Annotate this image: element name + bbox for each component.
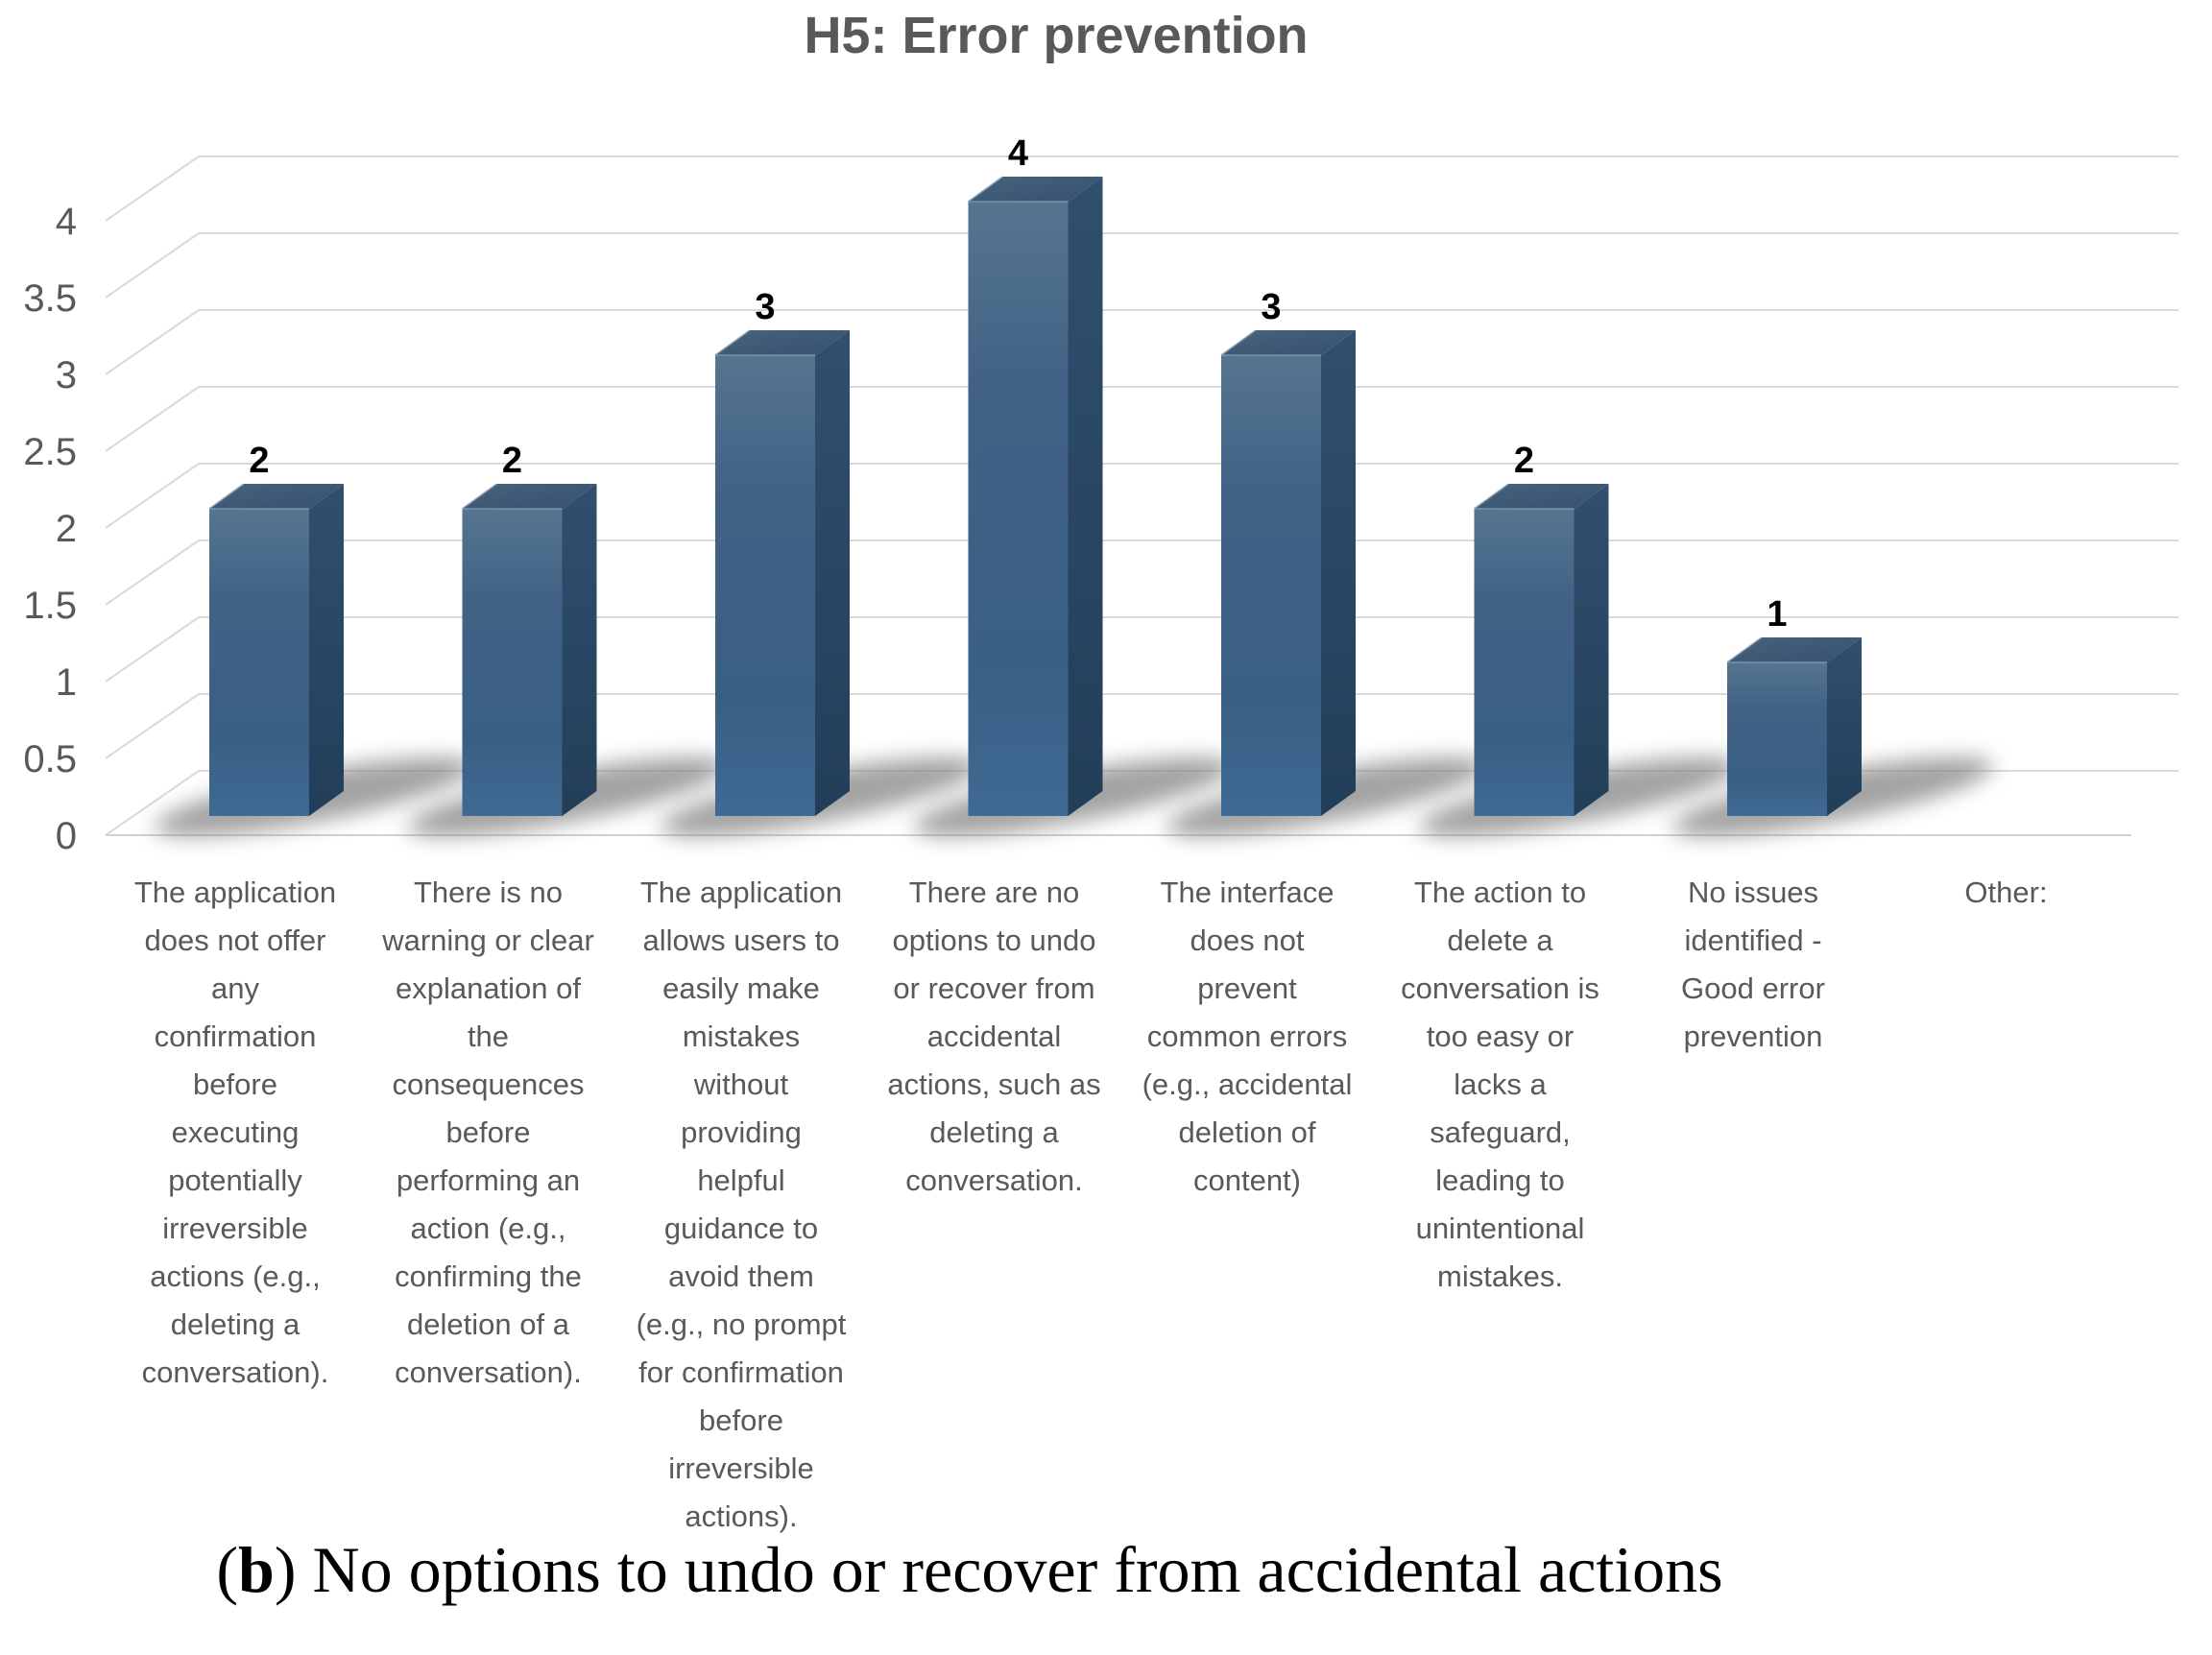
y-tick-label: 0 [56,815,77,857]
caption-text: No options to undo or recover from accid… [296,1533,1723,1606]
gridline-diagonal [105,156,200,222]
bar-left-edge-highlight [967,176,1004,203]
category-label: No issues identified - Good error preven… [1681,875,1825,1053]
bar-left-edge-highlight [208,483,245,510]
chart-title: H5: Error prevention [804,7,1309,64]
bar-value-label: 2 [502,441,522,481]
y-tick-label: 3.5 [23,277,77,320]
bar-front-face [1727,662,1827,816]
bar-side-face [1574,484,1609,816]
gridline-diagonal [105,693,200,759]
bar-top-face [1474,484,1609,509]
category-label: The action to delete a conversation is t… [1401,875,1599,1293]
gridlines [105,156,2178,836]
y-tick-label: 0.5 [23,738,77,780]
gridline-diagonal [105,232,200,299]
bar-left-edge-highlight [1220,329,1257,356]
caption-letter: b [238,1533,275,1606]
bar-left-edge-highlight [1726,636,1763,663]
category-label: There is no warning or clear explanation… [382,875,594,1389]
bar-side-face [1321,330,1356,816]
bar-value-label: 4 [1008,133,1028,174]
gridline-diagonal [105,463,200,529]
category-label: The application does not offer any confi… [133,875,337,1389]
bar-top-face [968,177,1103,202]
bar-front-face [968,202,1069,816]
bar-side-face [1068,177,1103,816]
bar-top-face [1727,637,1862,662]
category-label: The interface does not prevent common er… [1142,875,1353,1197]
gridline-diagonal [105,770,200,836]
bar-value-label: 1 [1767,594,1787,635]
bar-side-face [309,484,344,816]
bar-top-face [462,484,597,509]
gridline-diagonal [105,616,200,683]
category-label: The application allows users to easily m… [636,875,847,1533]
category-label: There are no options to undo or recover … [887,875,1101,1197]
bar-front-face [462,509,563,816]
bar-front-face [715,355,815,816]
y-tick-label: 3 [56,354,77,396]
category-label: Other: [1964,875,2048,909]
y-axis-labels: 0 0.5 1 1.5 2 2.5 3 3.5 4 [23,201,77,857]
gridline-diagonal [105,386,200,452]
bar-left-edge-highlight [461,483,498,510]
bar-left-edge-highlight [1473,483,1510,510]
bar-side-face [562,484,597,816]
bar-top-face [209,484,344,509]
y-tick-label: 4 [56,201,77,243]
caption-paren-open: ( [216,1533,239,1606]
bar-side-face [1827,637,1862,816]
y-tick-label: 1 [56,661,77,704]
bar-front-face [209,509,309,816]
bar-value-label: 3 [1261,287,1281,327]
bar-value-label: 2 [249,441,269,481]
bar-top-face [1221,330,1356,355]
bar-chart-3d: 2 2 3 4 3 2 1 0 0.5 1 1.5 2 2.5 3 3.5 4 [23,133,2178,857]
figure-caption: (b) No options to undo or recover from a… [0,1532,1939,1608]
y-tick-label: 1.5 [23,585,77,627]
bar-top-face [715,330,850,355]
bar-side-face [815,330,850,816]
y-tick-label: 2 [56,508,77,550]
y-tick-label: 2.5 [23,431,77,473]
gridline-diagonal [105,309,200,375]
bar-front-face [1221,355,1321,816]
gridline-diagonal [105,540,200,606]
value-labels: 2 2 3 4 3 2 1 [249,133,1787,635]
bar-left-edge-highlight [714,329,751,356]
bar-value-label: 3 [755,287,775,327]
bar-front-face [1474,509,1575,816]
bars [208,176,1862,816]
caption-paren-close: ) [274,1533,297,1606]
bar-value-label: 2 [1514,441,1534,481]
